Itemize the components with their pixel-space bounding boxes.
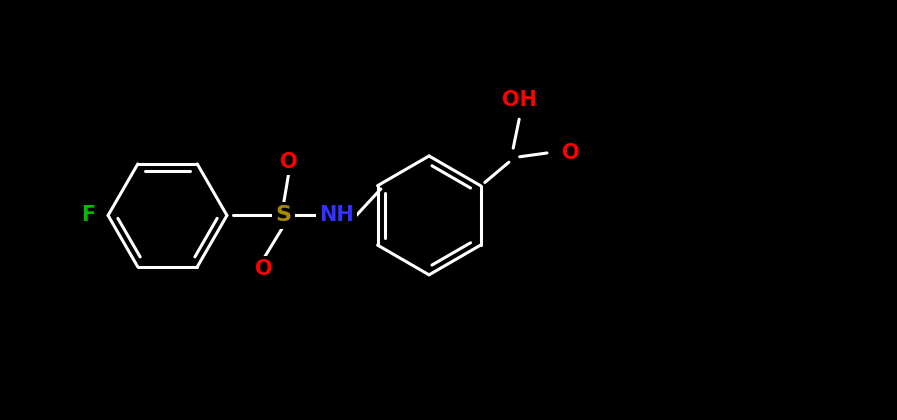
Text: OH: OH — [501, 90, 536, 110]
Text: O: O — [562, 143, 579, 163]
Text: S: S — [275, 205, 292, 226]
Text: O: O — [280, 152, 298, 172]
Text: F: F — [82, 205, 96, 226]
Text: NH: NH — [319, 205, 354, 226]
Text: O: O — [255, 259, 273, 279]
